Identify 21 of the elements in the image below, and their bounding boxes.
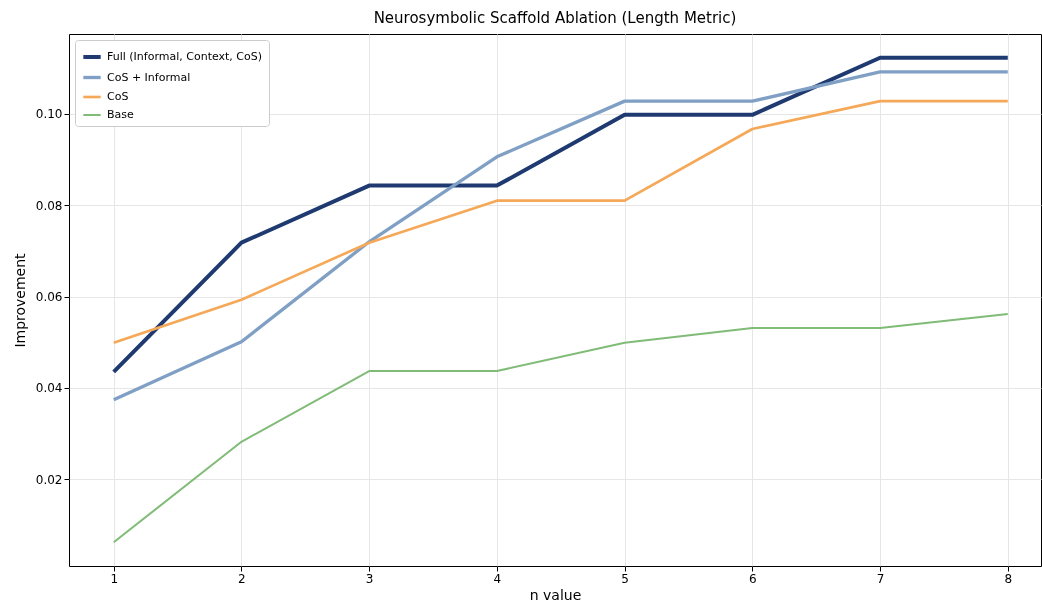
y-tick-label: 0.02: [35, 472, 63, 487]
legend-label: Base: [107, 108, 135, 121]
chart-title: Neurosymbolic Scaffold Ablation (Length Metric): [373, 9, 737, 27]
x-tick-label: 3: [365, 571, 374, 586]
legend-label: Full (Informal, Context, CoS): [107, 50, 263, 63]
legend-label: CoS: [107, 90, 129, 103]
y-tick-label: 0.08: [35, 198, 63, 213]
x-tick-label: 8: [1004, 571, 1013, 586]
x-tick-label: 7: [876, 571, 885, 586]
x-tick-label: 1: [110, 571, 119, 586]
x-axis-title: n value: [529, 586, 582, 603]
line-series: [112, 312, 1009, 544]
x-tick-label: 6: [749, 571, 757, 586]
x-tick-label: 5: [621, 571, 629, 586]
y-tick-label: 0.10: [35, 107, 63, 122]
x-tick-label: 2: [238, 571, 246, 586]
legend-label: CoS + Informal: [107, 70, 191, 84]
y-axis-title: Improvement: [11, 252, 28, 348]
y-tick-label: 0.04: [35, 381, 63, 396]
y-tick-label: 0.06: [35, 290, 63, 305]
x-tick-label: 4: [493, 571, 502, 586]
